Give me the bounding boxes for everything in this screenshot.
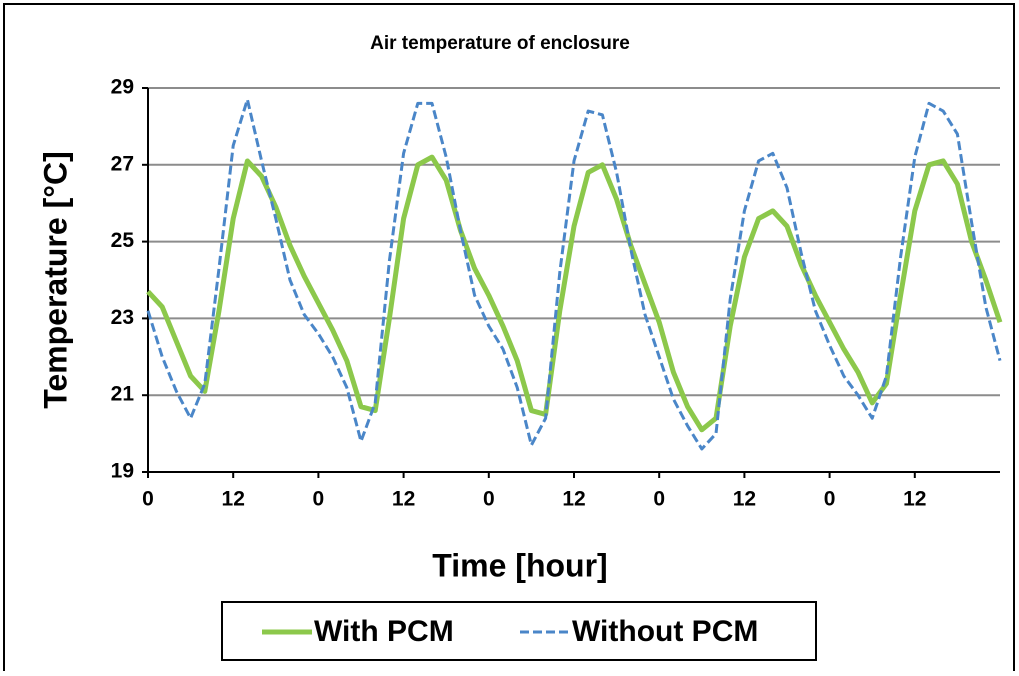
- x-tick-label: 0: [653, 488, 665, 511]
- x-tick-label: 0: [313, 488, 325, 511]
- legend-label: With PCM: [314, 615, 454, 648]
- y-tick-label: 25: [111, 229, 135, 252]
- y-tick-label: 23: [111, 306, 134, 329]
- y-tick-label: 19: [111, 460, 134, 483]
- x-tick-label: 0: [483, 488, 495, 511]
- x-tick-label: 12: [903, 488, 926, 511]
- y-tick-label: 29: [111, 76, 134, 99]
- x-axis-label: Time [hour]: [432, 547, 607, 583]
- legend-label: Without PCM: [572, 615, 758, 648]
- y-tick-label: 27: [111, 152, 134, 175]
- series-line: [146, 98, 1002, 451]
- chart-title: Air temperature of enclosure: [370, 33, 630, 54]
- y-axis-label: Temperature [°C]: [37, 151, 73, 409]
- x-tick-label: 0: [824, 488, 836, 511]
- y-tick-label: 21: [111, 383, 135, 406]
- x-tick-label: 0: [142, 488, 154, 511]
- x-tick-label: 12: [733, 488, 756, 511]
- x-tick-label: 12: [562, 488, 585, 511]
- series-line: [146, 154, 1003, 433]
- x-tick-label: 12: [222, 488, 245, 511]
- x-tick-label: 12: [392, 488, 415, 511]
- legend: [221, 601, 817, 661]
